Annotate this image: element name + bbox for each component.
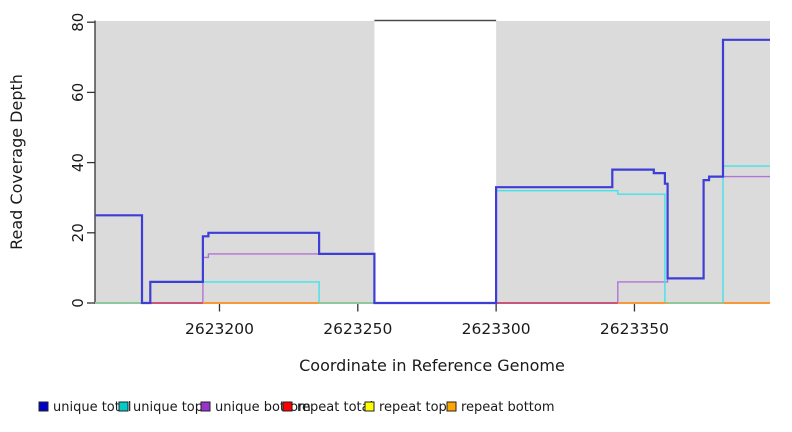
series-line-unique-total <box>95 38 770 305</box>
legend-swatch <box>118 401 129 412</box>
y-tick-label: 40 <box>69 153 87 172</box>
x-tick-label: 2623200 <box>185 320 254 338</box>
y-tick-label: 60 <box>69 83 87 102</box>
tick-labels: 0 20 40 60 80 2623200 2623250 2623300 2623350 <box>69 13 669 338</box>
x-tick-label: 2623350 <box>600 320 669 338</box>
y-tick-label: 20 <box>69 223 87 242</box>
legend-label: unique total <box>53 400 131 415</box>
shaded-region <box>496 21 770 303</box>
y-tick-label: 0 <box>69 298 87 308</box>
legend-swatch <box>446 401 457 412</box>
shaded-regions <box>95 19 770 303</box>
series-lines <box>95 38 770 305</box>
legend-label: repeat top <box>379 400 447 415</box>
x-tick-label: 2623250 <box>323 320 392 338</box>
legend-label: unique top <box>133 400 203 415</box>
legend-item-unique-top: unique top <box>118 400 203 415</box>
legend-item-repeat-total: repeat total <box>282 400 373 415</box>
legend-label: repeat bottom <box>461 400 555 415</box>
shaded-region <box>95 21 375 303</box>
y-tick-label: 80 <box>69 13 87 32</box>
legend-item-repeat-top: repeat top <box>364 400 447 415</box>
legend-swatch <box>200 401 211 412</box>
x-axis-title: Coordinate in Reference Genome <box>299 356 565 375</box>
legend-swatch <box>364 401 375 412</box>
y-axis-title: Read Coverage Depth <box>7 74 26 250</box>
legend-label: repeat total <box>297 400 373 415</box>
legend-item-unique-bottom: unique bottom <box>200 400 311 415</box>
x-tick-label: 2623300 <box>462 320 531 338</box>
chart-legend: unique total unique top unique bottomrepea… <box>38 400 555 415</box>
legend-swatch <box>38 401 49 412</box>
legend-item-repeat-bottom: repeat bottom <box>446 400 555 415</box>
legend-item-unique-total: unique total <box>38 400 131 415</box>
legend-swatch <box>282 401 293 412</box>
axes <box>87 20 636 312</box>
